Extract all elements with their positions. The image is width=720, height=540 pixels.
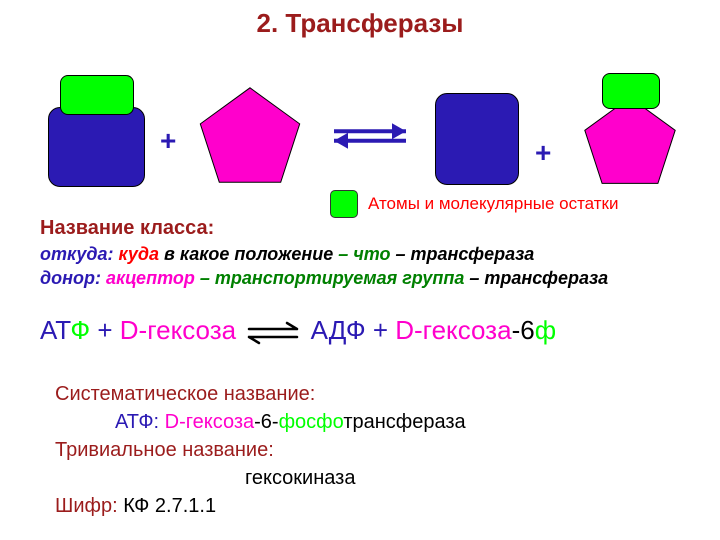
systematic-name-value: АТФ: D-гексоза-6-фосфотрансфераза — [55, 408, 665, 436]
legend: Атомы и молекулярные остатки — [330, 190, 618, 218]
class-name-block: Название класса: откуда: куда в какое по… — [40, 215, 690, 291]
plus-2: + — [535, 137, 551, 169]
equilibrium-arrow-icon — [243, 317, 303, 347]
acceptor-pentagon-left — [195, 85, 305, 195]
transferred-green-rect — [602, 73, 660, 109]
plus-1: + — [160, 125, 176, 157]
trivial-name-value: гексокиназа — [55, 464, 665, 492]
reversible-arrow — [330, 120, 410, 152]
enzyme-code: Шифр: КФ 2.7.1.1 — [55, 492, 665, 520]
reaction-diagram: + + — [0, 45, 720, 175]
donor-green-rect — [60, 75, 134, 115]
trivial-name-label: Тривиальное название: — [55, 436, 665, 464]
reaction-equation: АТФ + D-гексоза АДФ + D-гексоза-6ф — [40, 315, 690, 347]
systematic-name-label: Систематическое название: — [55, 380, 665, 408]
class-name-heading: Название класса: — [40, 215, 690, 242]
class-name-line2: донор: акцептор – транспортируемая групп… — [40, 266, 690, 290]
acceptor-pentagon-right — [580, 95, 680, 195]
slide-title: 2. Трансферазы — [0, 8, 720, 39]
names-block: Систематическое название: АТФ: D-гексоза… — [55, 380, 665, 520]
product-blue-rect — [435, 93, 519, 185]
title-text: 2. Трансферазы — [257, 8, 464, 38]
legend-square — [330, 190, 358, 218]
legend-text: Атомы и молекулярные остатки — [368, 194, 618, 214]
donor-blue-rect — [48, 107, 145, 187]
class-name-line1: откуда: куда в какое положение – что – т… — [40, 242, 690, 266]
